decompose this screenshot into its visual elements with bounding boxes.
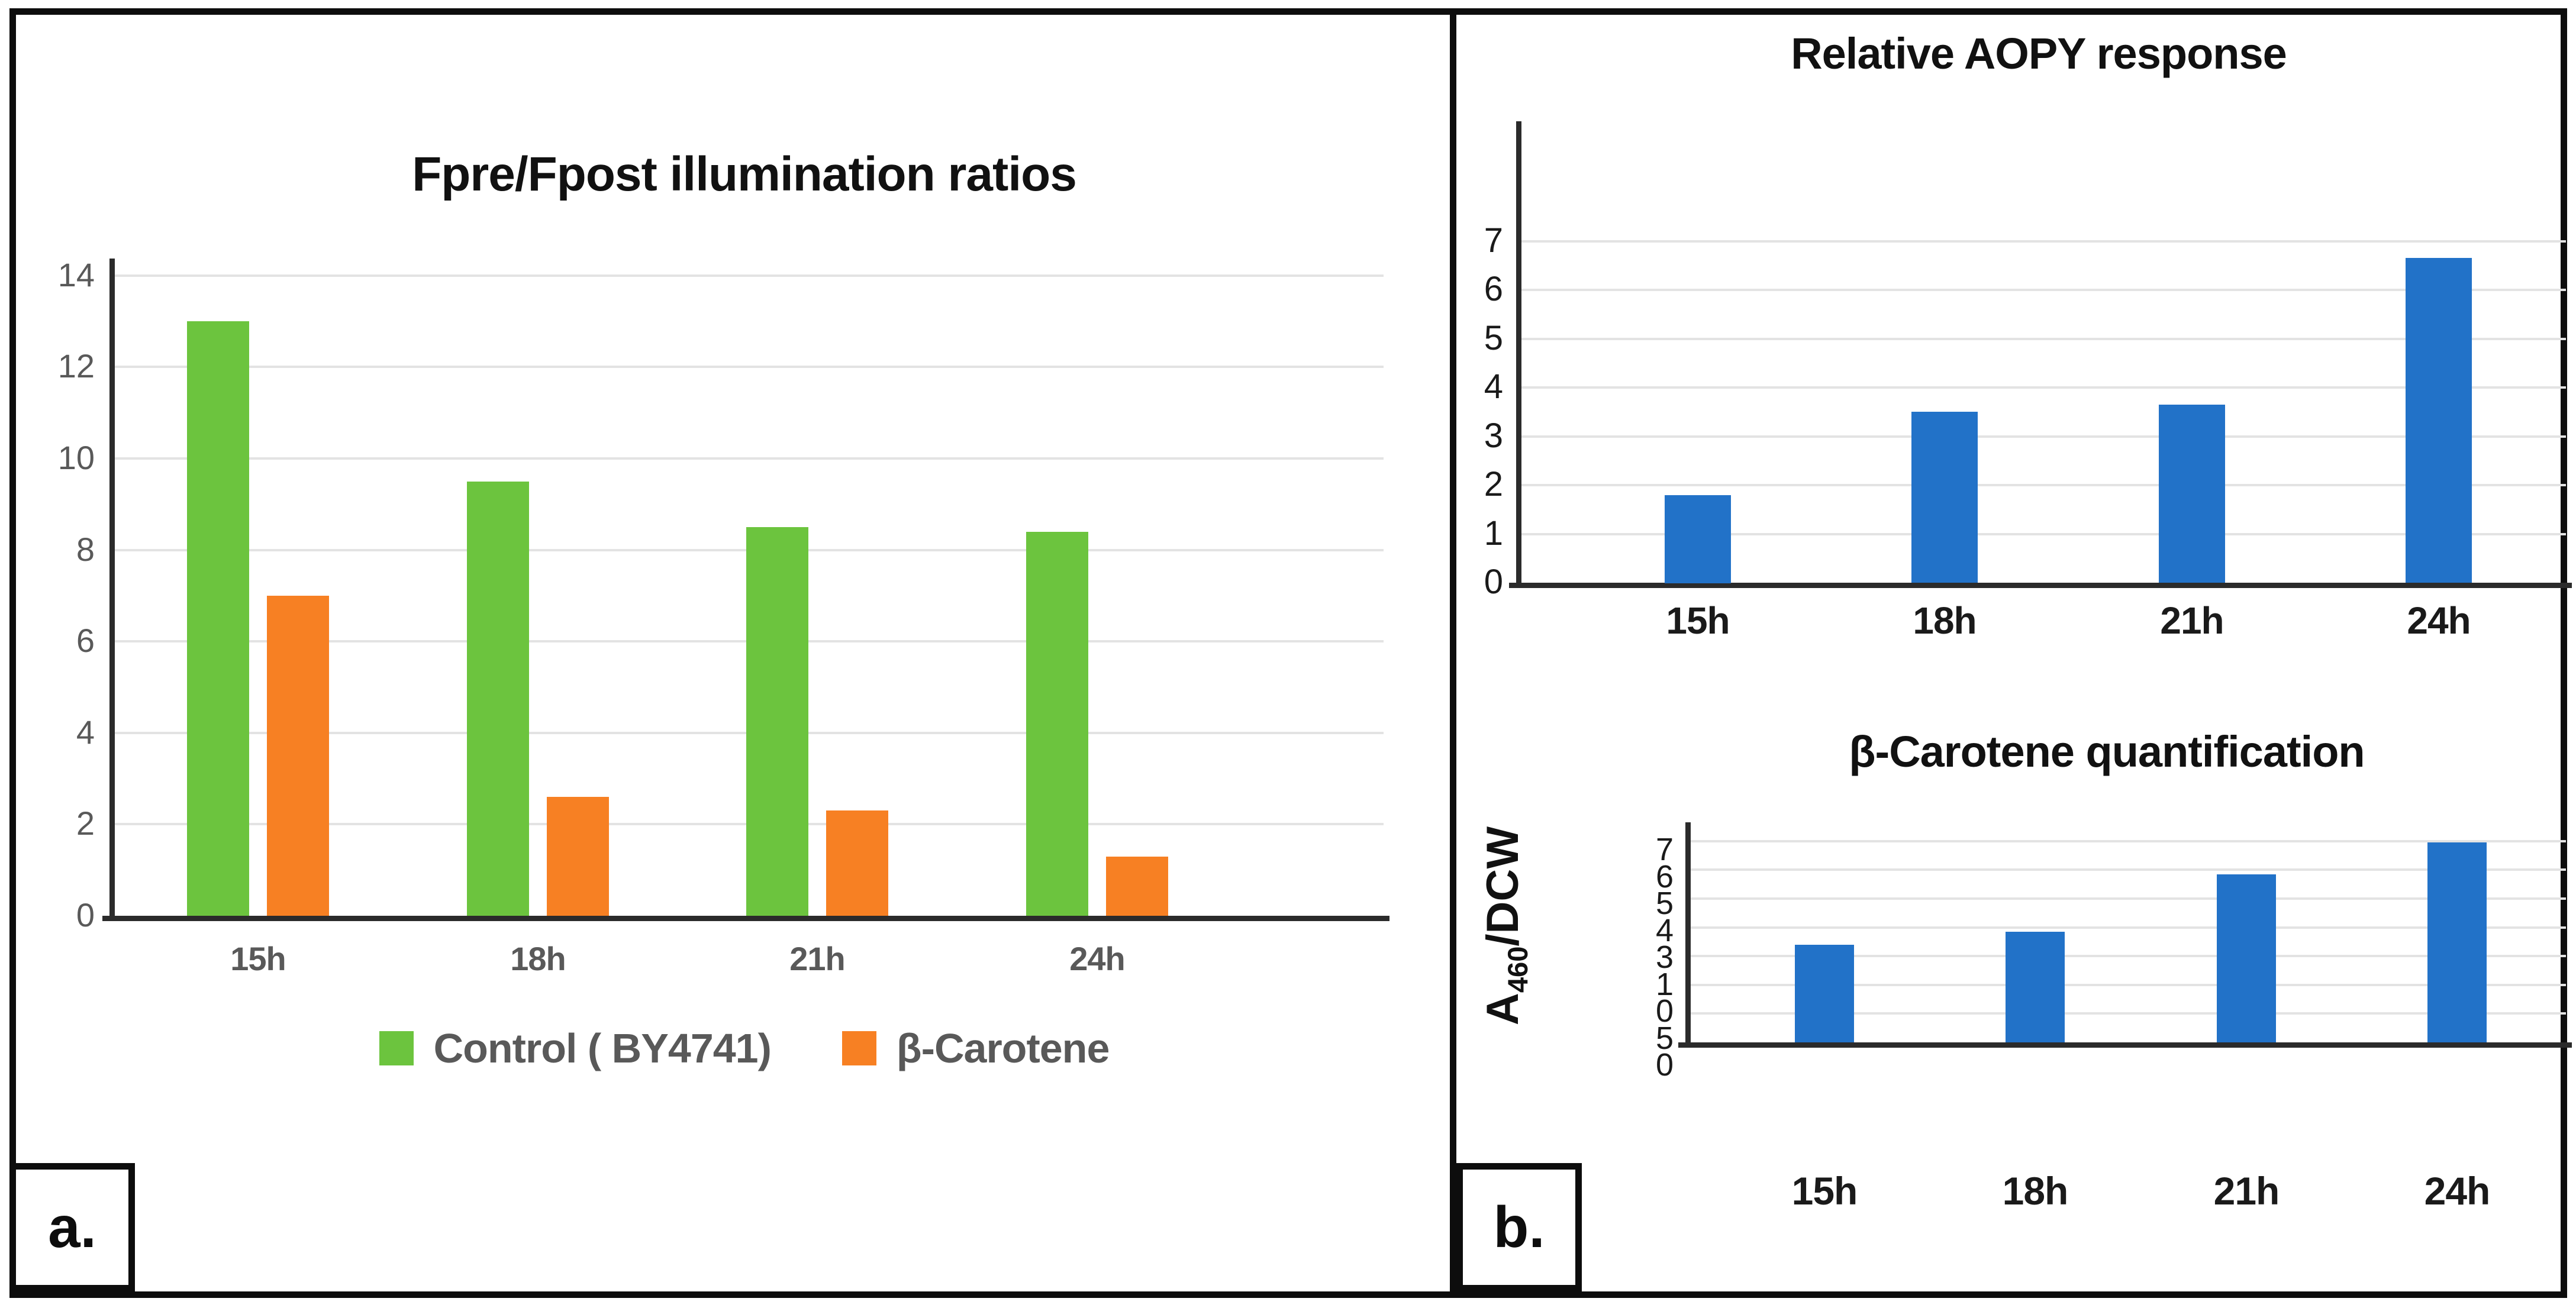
gridline (1521, 338, 2566, 340)
bar-24h-series0 (2406, 258, 2472, 583)
panel-b-label-box: b. (1456, 1163, 1582, 1291)
y-tick-label: 0 (1655, 1047, 1674, 1083)
y-tick-label: 7 (1655, 831, 1674, 867)
y-tick-label: 4 (1655, 912, 1674, 948)
panel-divider (1450, 8, 1456, 1298)
bar-24h-series0 (2427, 842, 2487, 1042)
y-tick-label: 4 (76, 713, 95, 751)
legend-swatch-control (379, 1031, 414, 1065)
bar-18h-series1 (547, 797, 609, 916)
y-tick-label: 2 (76, 805, 95, 842)
gridline (1690, 984, 2566, 986)
y-tick-label: 3 (1484, 416, 1503, 456)
bar-21h-series0 (2217, 874, 2276, 1042)
gridline (1690, 955, 2566, 957)
chart-a-title: Fpre/Fpost illumination ratios (412, 147, 1077, 201)
x-tick-label: 24h (2407, 599, 2471, 642)
figure-border (9, 8, 2567, 1298)
gridline (114, 457, 1384, 460)
bar-15h-series0 (1795, 945, 1854, 1042)
x-tick-label: 21h (2213, 1169, 2280, 1213)
x-tick-label: 18h (2002, 1169, 2069, 1213)
y-tick-label: 2 (1484, 465, 1503, 504)
legend-swatch-bcarotene (842, 1031, 876, 1065)
y-axis (1516, 121, 1521, 588)
gridline (1521, 435, 2566, 438)
panel-a-label: a. (48, 1194, 96, 1259)
gridline (1521, 240, 2566, 243)
bar-18h-series0 (2006, 932, 2065, 1042)
panel-a-label-box: a. (9, 1163, 135, 1291)
y-tick-label: 6 (1484, 270, 1503, 309)
legend: Control ( BY4741) β-Carotene (109, 1025, 1379, 1072)
x-tick-label: 24h (2424, 1169, 2491, 1213)
y-tick-label: 0 (1655, 993, 1674, 1029)
gridline (1521, 533, 2566, 535)
x-tick-label: 15h (230, 940, 286, 977)
gridline (1521, 289, 2566, 291)
y-axis (1685, 822, 1691, 1048)
legend-label-bcarotene: β-Carotene (896, 1025, 1110, 1071)
x-tick-label: 15h (1791, 1169, 1858, 1213)
y-tick-label: 10 (57, 439, 95, 477)
bar-24h-series1 (1106, 857, 1168, 916)
gridline (1690, 868, 2566, 871)
chart-b1-title: Relative AOPY response (1791, 29, 2287, 78)
x-tick-label: 21h (789, 940, 846, 977)
bar-21h-series1 (826, 810, 888, 916)
panel-b-label: b. (1493, 1194, 1545, 1259)
y-tick-label: 5 (1655, 885, 1674, 921)
legend-item-control: Control ( BY4741) (379, 1025, 772, 1072)
gridline (1690, 1012, 2566, 1015)
y-tick-label: 5 (1484, 319, 1503, 358)
y-tick-label: 14 (57, 256, 95, 294)
gridline (114, 366, 1384, 368)
bar-15h-series0 (1665, 495, 1731, 583)
gridline (1690, 926, 2566, 929)
x-tick-label: 24h (1069, 940, 1126, 977)
bar-21h-series0 (746, 527, 808, 916)
bar-24h-series0 (1026, 532, 1088, 916)
x-axis (1678, 1042, 2572, 1048)
legend-item-bcarotene: β-Carotene (842, 1025, 1110, 1072)
legend-label-control: Control ( BY4741) (433, 1025, 772, 1071)
y-axis (109, 259, 115, 921)
x-tick-label: 15h (1666, 599, 1730, 642)
gridline (114, 274, 1384, 277)
y-tick-label: 0 (1484, 563, 1503, 602)
y-tick-label: 5 (1655, 1020, 1674, 1056)
y-tick-label: 6 (1655, 858, 1674, 894)
bar-15h-series1 (267, 596, 329, 916)
bar-15h-series0 (187, 321, 249, 916)
y-tick-label: 7 (1484, 221, 1503, 260)
x-tick-label: 21h (2160, 599, 2224, 642)
x-tick-label: 18h (510, 940, 566, 977)
gridline (1690, 840, 2566, 842)
x-tick-label: 18h (1913, 599, 1977, 642)
bar-18h-series0 (1911, 412, 1978, 583)
bar-21h-series0 (2159, 405, 2225, 583)
x-axis (102, 916, 1389, 921)
y-tick-label: 6 (76, 622, 95, 660)
y-tick-label: 4 (1484, 367, 1503, 406)
y-tick-label: 0 (76, 896, 95, 934)
chart-b2-title: β-Carotene quantification (1849, 727, 2365, 776)
y-tick-label: 3 (1655, 939, 1674, 975)
y-tick-label: 1 (1484, 514, 1503, 553)
y-tick-label: 12 (57, 347, 95, 385)
gridline (1521, 484, 2566, 486)
x-axis (1509, 583, 2572, 588)
gridline (1690, 897, 2566, 900)
bar-18h-series0 (467, 482, 529, 916)
gridline (1521, 386, 2566, 389)
y-tick-label: 8 (76, 531, 95, 569)
y-tick-label: 1 (1655, 966, 1674, 1002)
